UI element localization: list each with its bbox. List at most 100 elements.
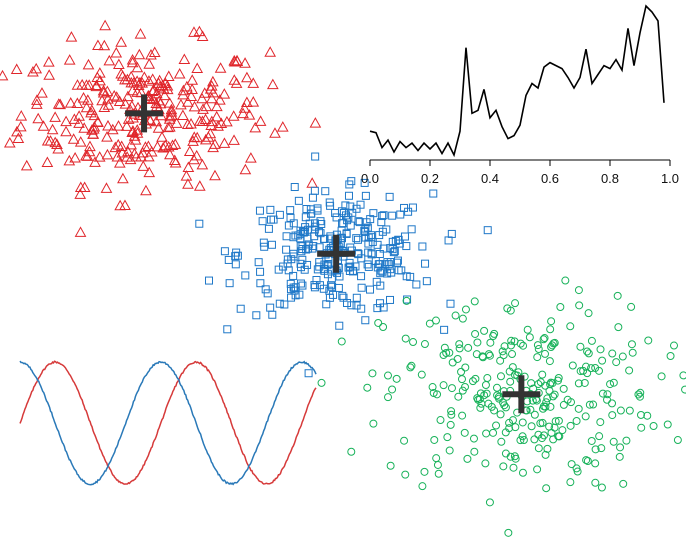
triangle-point (80, 101, 93, 113)
circle-point (554, 374, 563, 383)
square-point (378, 212, 387, 221)
circle-point (598, 389, 607, 398)
square-point (289, 249, 298, 258)
circle-point (550, 390, 559, 399)
circle-point (493, 383, 502, 392)
circle-point (461, 305, 470, 314)
circle-point (489, 428, 498, 437)
triangle-point (181, 96, 194, 107)
circle-point (609, 378, 618, 387)
triangle-point (269, 127, 281, 138)
circle-point (622, 436, 631, 445)
square-point (254, 258, 263, 267)
triangle-point (60, 125, 72, 137)
circle-point (484, 350, 493, 359)
triangle-point (196, 158, 209, 170)
square-point (315, 258, 324, 267)
circle-point (500, 401, 509, 410)
triangle-point (239, 163, 252, 175)
circle-point (673, 436, 682, 445)
circle-point (369, 419, 378, 428)
circle-point (516, 436, 525, 445)
triangle-point (247, 77, 260, 88)
square-point (311, 152, 320, 161)
triangle-point (20, 159, 33, 171)
square-point (385, 192, 394, 201)
triangle-point (221, 115, 233, 127)
circle-point (337, 337, 346, 346)
circle-point (363, 383, 372, 392)
wave-chart (19, 360, 317, 486)
circle-point (499, 351, 508, 360)
circle-point (609, 437, 618, 446)
circle-point (545, 357, 554, 366)
square-point (397, 266, 406, 275)
circle-point (472, 350, 481, 359)
square-point (267, 240, 276, 249)
circle-point (583, 369, 592, 378)
circle-point (518, 432, 527, 441)
triangle-point (12, 132, 25, 143)
triangle-point (128, 130, 141, 141)
triangle-point (165, 106, 178, 117)
triangle-point (3, 137, 16, 148)
centroid-plus-marker (502, 375, 541, 414)
circle-point (681, 385, 686, 394)
circle-point (506, 377, 515, 386)
triangle-point (73, 117, 85, 128)
square-point (302, 245, 311, 254)
triangle-point (204, 127, 217, 139)
circle-point (541, 450, 550, 459)
square-point (256, 279, 265, 288)
triangle-point (186, 74, 199, 85)
circle-point (402, 296, 411, 305)
circle-point (625, 406, 634, 415)
square-point (364, 262, 373, 271)
triangle-point (125, 138, 137, 150)
circle-point (597, 483, 606, 492)
square-point (315, 243, 324, 252)
circle-point (460, 382, 469, 391)
triangle-point (101, 85, 114, 97)
square-point (224, 255, 233, 264)
triangle-point (119, 199, 131, 210)
triangle-point (196, 92, 208, 104)
circle-point (510, 452, 519, 461)
circle-point (484, 399, 493, 408)
circle-point (407, 361, 416, 370)
circle-point (511, 423, 520, 432)
circle-point (485, 351, 494, 360)
square-point (304, 225, 313, 234)
triangle-point (156, 131, 168, 142)
x-tick-label: 0.6 (541, 171, 559, 186)
circle-point (406, 363, 415, 372)
circle-point (574, 286, 583, 295)
triangle-point (113, 157, 126, 168)
square-point (297, 247, 306, 256)
triangle-point (157, 82, 170, 94)
triangle-point (85, 104, 98, 115)
circle-point (584, 309, 593, 318)
square-point (315, 281, 324, 290)
square-point (383, 269, 392, 278)
square-point (282, 232, 291, 241)
circle-point (606, 380, 615, 389)
triangle-point (205, 119, 218, 130)
square-point (344, 191, 353, 200)
square-point (323, 270, 332, 279)
triangle-point (231, 55, 244, 66)
triangle-point (98, 39, 111, 51)
triangle-point (180, 80, 193, 92)
triangle-point (161, 79, 174, 91)
triangle-point (102, 119, 114, 131)
triangle-point (99, 19, 111, 31)
triangle-point (110, 91, 123, 102)
triangle-point (115, 36, 128, 47)
triangle-point (125, 76, 138, 88)
triangle-point (211, 100, 223, 112)
cluster-triangle-open (0, 19, 322, 237)
circle-point (566, 478, 575, 487)
triangle-point (197, 103, 209, 114)
circle-point (379, 323, 388, 332)
circle-point (539, 335, 548, 344)
